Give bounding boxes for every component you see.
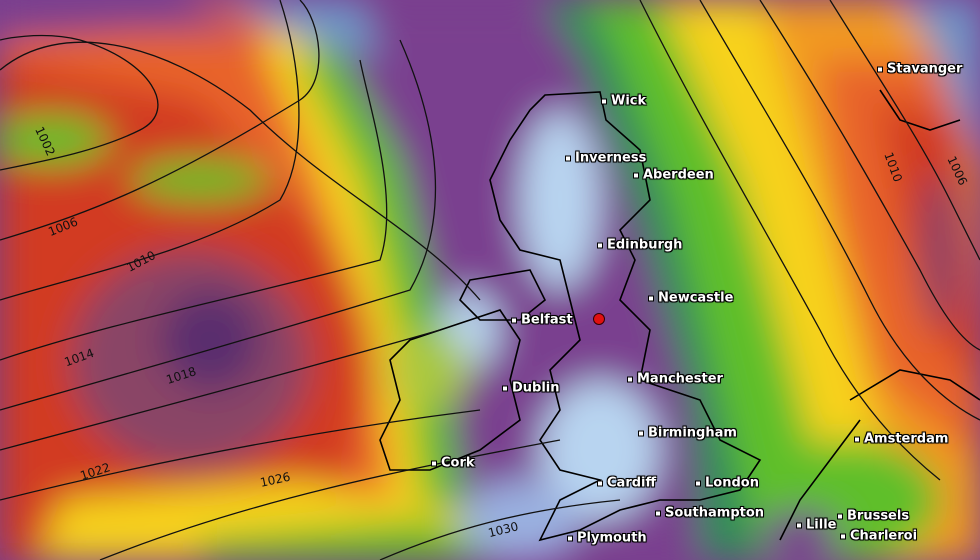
city-cork: Cork (431, 456, 475, 471)
city-dot-icon (655, 510, 661, 516)
city-amsterdam: Amsterdam (854, 432, 948, 447)
city-label: Wick (611, 93, 647, 109)
city-dot-icon (601, 98, 607, 104)
city-charleroi: Charleroi (840, 529, 917, 544)
city-dot-icon (565, 155, 571, 161)
city-label: Amsterdam (864, 431, 949, 447)
city-plymouth: Plymouth (567, 531, 647, 546)
city-edinburgh: Edinburgh (597, 238, 682, 253)
city-label: Edinburgh (607, 237, 683, 253)
city-label: Birmingham (648, 425, 737, 441)
isobar-label: 1026 (259, 470, 292, 490)
city-label: Lille (806, 517, 837, 533)
city-dot-icon (638, 430, 644, 436)
city-dot-icon (597, 242, 603, 248)
city-dot-icon (796, 522, 802, 528)
city-dot-icon (567, 535, 573, 541)
city-birmingham: Birmingham (638, 426, 737, 441)
city-label: Stavanger (887, 61, 963, 77)
city-dot-icon (597, 480, 603, 486)
city-dot-icon (648, 295, 654, 301)
city-stavanger: Stavanger (877, 62, 962, 77)
city-label: Manchester (637, 371, 723, 387)
city-label: Belfast (521, 312, 573, 328)
city-belfast: Belfast (511, 313, 573, 328)
city-dot-icon (502, 385, 508, 391)
city-dot-icon (837, 513, 843, 519)
city-dot-icon (877, 66, 883, 72)
city-label: Inverness (575, 150, 647, 166)
city-label: London (705, 475, 759, 491)
city-dot-icon (854, 436, 860, 442)
city-label: Aberdeen (643, 167, 714, 183)
city-newcastle: Newcastle (648, 291, 733, 306)
coastlines (379, 89, 980, 542)
city-label: Dublin (512, 380, 560, 396)
city-label: Brussels (847, 508, 910, 524)
city-dot-icon (431, 460, 437, 466)
city-dot-icon (633, 172, 639, 178)
city-label: Newcastle (658, 290, 734, 306)
city-london: London (695, 476, 759, 491)
city-dublin: Dublin (502, 381, 560, 396)
city-label: Cork (441, 455, 475, 471)
city-lille: Lille (796, 518, 836, 533)
city-aberdeen: Aberdeen (633, 168, 714, 183)
city-dot-icon (627, 376, 633, 382)
location-dot-icon[interactable] (593, 313, 605, 325)
city-manchester: Manchester (627, 372, 723, 387)
city-dot-icon (840, 533, 846, 539)
city-cardiff: Cardiff (597, 476, 656, 491)
city-label: Plymouth (577, 530, 647, 546)
city-brussels: Brussels (837, 509, 909, 524)
city-dot-icon (511, 317, 517, 323)
city-southampton: Southampton (655, 506, 764, 521)
city-label: Cardiff (607, 475, 657, 491)
city-dot-icon (695, 480, 701, 486)
city-label: Charleroi (850, 528, 918, 544)
city-wick: Wick (601, 94, 646, 109)
city-label: Southampton (665, 505, 765, 521)
city-inverness: Inverness (565, 151, 646, 166)
